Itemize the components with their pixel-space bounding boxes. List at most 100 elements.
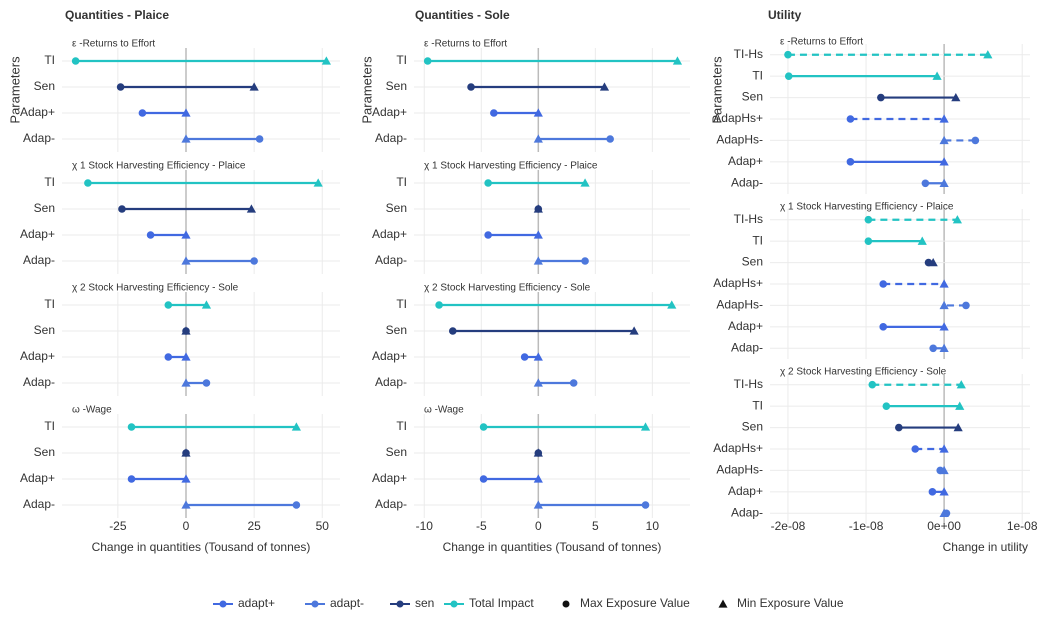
min-point [201, 300, 212, 309]
category-label: AdapHs+ [713, 276, 763, 290]
max-point [882, 402, 891, 410]
legend-marker [450, 600, 458, 608]
x-tick-label: 0 [183, 519, 190, 533]
category-label: TI [752, 68, 763, 82]
min-point [533, 134, 543, 143]
category-label: Sen [386, 445, 407, 459]
min-point [246, 204, 257, 213]
max-point [846, 158, 855, 166]
facet-title: ω -Wage [72, 405, 112, 416]
min-point [932, 71, 942, 80]
category-label: TI [44, 297, 55, 311]
min-point [939, 322, 949, 331]
x-axis-label: Change in utility [943, 540, 1028, 554]
legend-marker [396, 600, 404, 608]
min-point [640, 422, 651, 431]
category-label: Adap- [375, 497, 407, 511]
max-point [911, 445, 920, 453]
panel-title: Quantities - Plaice [65, 8, 169, 22]
category-label: Sen [386, 79, 407, 93]
category-label: Adap- [731, 175, 763, 189]
legend-marker [311, 600, 319, 608]
max-point [864, 215, 873, 224]
legend-label: Max Exposure Value [580, 596, 690, 610]
max-point [895, 423, 903, 432]
min-point [181, 500, 191, 509]
category-label: Adap- [23, 253, 55, 267]
category-label: Adap+ [20, 227, 55, 241]
x-axis-label: Change in quantities (Tousand of tonnes) [92, 540, 311, 554]
min-point [533, 378, 543, 387]
y-axis-label: Parameters [709, 56, 724, 124]
min-point [983, 50, 993, 59]
legend-marker [219, 600, 227, 608]
min-point [939, 300, 949, 310]
max-point [127, 423, 136, 431]
min-point [939, 114, 949, 123]
min-point [249, 82, 259, 91]
category-label: TI-Hs [734, 47, 763, 61]
x-tick-label: 0e+00 [927, 519, 961, 533]
max-point [127, 475, 136, 483]
max-point [484, 231, 492, 239]
legend-label: Min Exposure Value [737, 596, 844, 610]
y-axis-label: Parameters [7, 56, 22, 124]
category-label: Sen [742, 420, 763, 434]
min-point [181, 378, 191, 387]
legend-label: adapt+ [238, 596, 275, 610]
max-point [292, 501, 301, 509]
min-point [939, 343, 949, 352]
category-label: Adap+ [20, 471, 55, 485]
min-point [533, 256, 543, 265]
legend-label: Total Impact [469, 596, 534, 610]
category-label: TI [396, 419, 407, 433]
min-point [533, 352, 543, 361]
max-point [435, 301, 443, 309]
x-tick-label: -25 [109, 519, 127, 533]
max-point [569, 379, 578, 387]
max-point [484, 179, 492, 187]
min-point [181, 352, 191, 361]
min-point [939, 487, 949, 496]
min-point [181, 108, 191, 117]
category-label: AdapHs- [716, 133, 763, 147]
x-tick-label: 25 [247, 519, 261, 533]
min-point [939, 157, 949, 166]
min-point [939, 178, 949, 187]
max-point [921, 179, 930, 188]
x-tick-label: -10 [416, 519, 434, 533]
max-point [118, 205, 126, 213]
legend-shape [718, 599, 728, 608]
min-point [181, 230, 191, 239]
max-point [868, 380, 877, 389]
facet-title: χ 1 Stock Harvesting Efficiency - Plaice [72, 161, 246, 172]
min-point [939, 444, 949, 453]
category-label: TI-Hs [734, 377, 763, 391]
category-label: TI [396, 175, 407, 189]
legend-shape [562, 600, 570, 608]
category-label: Adap- [375, 375, 407, 389]
max-point [448, 327, 457, 335]
min-point [313, 178, 323, 187]
facet-title: ω -Wage [424, 405, 464, 416]
max-point [929, 344, 937, 353]
max-point [255, 135, 264, 143]
min-point [181, 474, 191, 483]
max-point [423, 57, 432, 65]
category-label: Sen [386, 201, 407, 215]
panel-title: Quantities - Sole [415, 8, 510, 22]
min-point [533, 108, 543, 117]
max-point [971, 136, 980, 145]
min-point [952, 215, 962, 224]
category-label: Sen [742, 255, 763, 269]
category-label: Adap+ [728, 154, 763, 168]
x-tick-label: 10 [646, 519, 660, 533]
category-label: Adap- [731, 505, 763, 519]
category-label: TI-Hs [734, 212, 763, 226]
category-label: Adap+ [372, 471, 407, 485]
category-label: TI [752, 233, 763, 247]
category-label: AdapHs- [716, 463, 763, 477]
max-point [784, 50, 792, 59]
max-point [928, 488, 937, 496]
max-point [84, 179, 92, 187]
